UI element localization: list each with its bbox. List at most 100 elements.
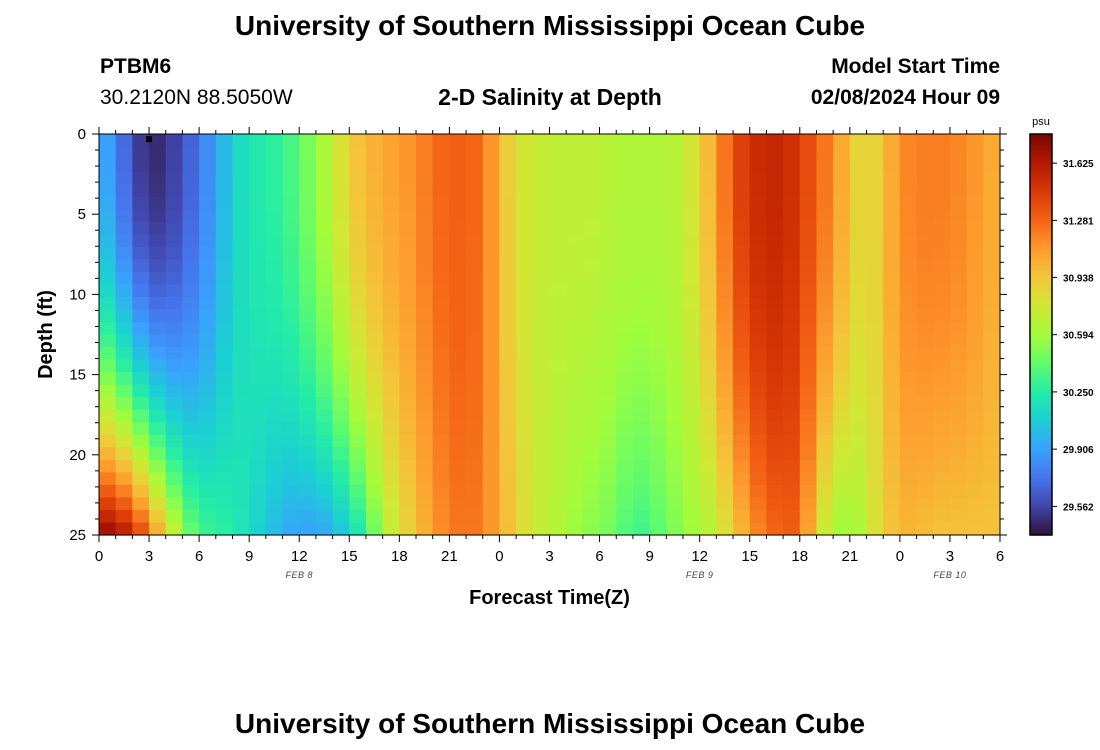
heatmap-cell [983,472,1001,486]
heatmap-cell [466,184,484,198]
heatmap-cell [432,347,450,361]
heatmap-cell [315,472,334,486]
heatmap-cell [699,409,717,423]
heatmap-cell [265,459,284,473]
heatmap-cell [315,334,334,348]
colorbar-unit: psu [1032,116,1050,128]
heatmap-cell [215,422,234,436]
heatmap-cell [749,447,768,461]
heatmap-cell [949,296,968,311]
heatmap-cell [733,347,751,361]
heatmap-cell [699,447,717,461]
heatmap-cell [332,234,350,248]
heatmap-cell [933,321,951,336]
heatmap-cell [883,221,901,235]
heatmap-cell [382,459,400,473]
heatmap-cell [432,309,450,323]
heatmap-cell [199,134,217,148]
heatmap-cell [132,434,150,448]
heatmap-cell [766,372,784,386]
heatmap-cell [916,359,934,373]
heatmap-cell [682,271,701,285]
heatmap-cell [516,409,534,423]
heatmap-cell [249,484,267,499]
heatmap-cell [632,196,651,210]
heatmap-cell [332,246,350,260]
heatmap-cell [649,209,667,223]
heatmap-cell [799,171,818,185]
heatmap-cell [115,184,133,198]
heatmap-cell [599,259,617,273]
heatmap-cell [132,284,150,298]
heatmap-cell [632,296,651,311]
heatmap-cell [332,484,350,499]
heatmap-cell [115,484,133,499]
heatmap-cell [733,422,751,436]
heatmap-cell [849,447,868,461]
heatmap-cell [649,196,667,210]
heatmap-cell [282,409,300,423]
heatmap-cell [182,209,200,223]
heatmap-cell [833,271,851,285]
heatmap-cell [365,359,384,373]
heatmap-cell [582,159,601,173]
heatmap-cell [582,472,601,486]
heatmap-cell [416,221,434,235]
heatmap-cell [315,271,334,285]
heatmap-cell [182,497,200,511]
heatmap-cell [933,509,951,524]
heatmap-cell [299,509,317,524]
heatmap-cell [966,321,984,336]
heatmap-cell [916,159,934,173]
heatmap-cell [499,196,517,210]
heatmap-cell [682,296,701,311]
heatmap-cell [599,509,617,524]
heatmap-cell [699,509,717,524]
heatmap-cell [566,296,584,311]
heatmap-cell [215,484,234,499]
heatmap-cell [365,509,384,524]
heatmap-cell [883,497,901,511]
heatmap-cell [282,459,300,473]
heatmap-cell [265,347,284,361]
heatmap-cell [966,334,984,348]
heatmap-cell [432,447,450,461]
heatmap-cell [966,309,984,323]
heatmap-cell [799,259,818,273]
heatmap-cell [983,271,1001,285]
heatmap-cell [265,246,284,260]
heatmap-cell [215,221,234,235]
heatmap-cell [232,472,250,486]
heatmap-cell [883,447,901,461]
heatmap-cell [616,447,634,461]
heatmap-cell [199,484,217,499]
heatmap-cell [883,321,901,336]
heatmap-cell [149,422,167,436]
heatmap-cell [232,347,250,361]
heatmap-cell [449,359,467,373]
x-tick-label: 21 [441,548,458,565]
heatmap-cell [616,334,634,348]
heatmap-cell [432,284,450,298]
heatmap-cell [816,234,834,248]
heatmap-cell [265,434,284,448]
heatmap-cell [549,484,567,499]
heatmap-cell [382,284,400,298]
heatmap-cell [566,259,584,273]
heatmap-cell [499,246,517,260]
heatmap-cell [549,447,567,461]
heatmap-cell [799,159,818,173]
heatmap-cell [916,422,934,436]
heatmap-cell [282,509,300,524]
heatmap-cell [132,497,150,511]
heatmap-cell [783,372,801,386]
heatmap-cell [933,146,951,160]
heatmap-cell [399,509,417,524]
heatmap-cell [566,447,584,461]
heatmap-cell [682,409,701,423]
heatmap-cell [299,372,317,386]
heatmap-cell [265,171,284,185]
heatmap-cell [916,347,934,361]
heatmap-cell [766,397,784,411]
heatmap-cell [449,296,467,311]
